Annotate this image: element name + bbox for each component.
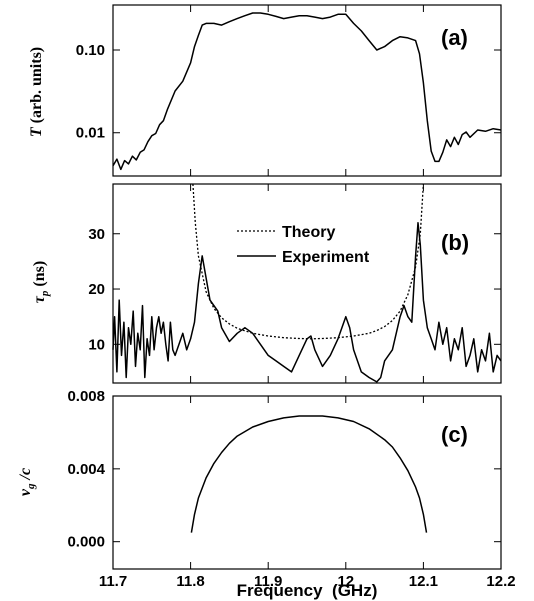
- panel-c-ytick-label-2: 0.008: [67, 388, 105, 405]
- panel-b-experiment-curve: [112, 221, 502, 383]
- panel-a-transmission-curve: [112, 12, 502, 171]
- panel-a-ylabel: T (arb. units): [28, 47, 45, 137]
- x-tick-label-4: 12.1: [409, 573, 438, 590]
- panel-c-ylabel-unit: /c: [17, 468, 34, 484]
- panel-c-ylabel-symbol: v: [17, 488, 34, 496]
- panel-c-x-ticks: [112, 396, 502, 569]
- x-tick-label-1: 11.8: [176, 573, 204, 590]
- panel-b-label: (b): [441, 230, 469, 255]
- panel-c-ytick-label-0: 0.000: [67, 534, 105, 551]
- panel-b-ylabel-unit: (ns): [31, 261, 48, 291]
- panel-b-ylabel-symbol: τ: [31, 295, 48, 303]
- panel-a: 0.10 0.01 (a) T (arb. units): [28, 4, 502, 177]
- panel-c-ylabel-subscript: g: [25, 483, 37, 490]
- panel-b-frame: [112, 183, 502, 384]
- panel-a-x-ticks: [112, 5, 502, 176]
- panel-a-label: (a): [441, 25, 468, 50]
- panel-a-ytick-label-1: 0.01: [76, 125, 105, 142]
- panel-b-ytick-label-1: 20: [88, 281, 105, 298]
- panel-b-ytick-label-2: 30: [88, 226, 105, 243]
- x-tick-label-0: 11.7: [99, 573, 127, 590]
- panel-a-y-ticks: 0.10 0.01: [76, 42, 501, 142]
- panel-b-x-ticks: [112, 184, 502, 383]
- panel-b-y-ticks: 10 20 30: [88, 226, 501, 353]
- panel-c-y-ticks: 0.000 0.004 0.008: [67, 388, 501, 551]
- x-tick-label-5: 12.2: [486, 573, 515, 590]
- panel-c-ytick-label-1: 0.004: [67, 461, 105, 478]
- panel-b-legend: Theory Experiment: [237, 224, 370, 266]
- panel-b-ytick-label-0: 10: [88, 336, 105, 353]
- panel-c-label: (c): [441, 422, 468, 447]
- legend-experiment-label: Experiment: [282, 249, 370, 266]
- panel-a-ylabel-unit: (arb. units): [28, 47, 45, 127]
- panel-c: 0.000 0.004 0.008 (c) vg /c: [17, 388, 502, 570]
- panel-c-ylabel: vg /c: [17, 468, 37, 496]
- panel-b: 10 20 30 (b) Theory Experiment τp (ns): [31, 183, 502, 384]
- x-tick-label-3: 12: [337, 573, 354, 590]
- x-axis-tick-labels: 11.7 11.8 11.9 12 12.1 12.2: [99, 573, 516, 590]
- panel-a-frame: [112, 4, 502, 177]
- x-axis-label: Frequency (GHz): [237, 581, 378, 600]
- panel-b-ylabel: τp (ns): [31, 261, 51, 303]
- panel-c-group-velocity-curve: [190, 415, 428, 533]
- panel-a-ylabel-symbol: T: [28, 126, 45, 137]
- panel-c-frame: [112, 395, 502, 570]
- x-tick-label-2: 11.9: [254, 573, 282, 590]
- panel-b-ylabel-subscript: p: [39, 290, 51, 297]
- panel-b-theory-curve: [192, 183, 425, 340]
- panel-a-ytick-label-0: 0.10: [76, 42, 105, 59]
- legend-theory-label: Theory: [282, 224, 335, 241]
